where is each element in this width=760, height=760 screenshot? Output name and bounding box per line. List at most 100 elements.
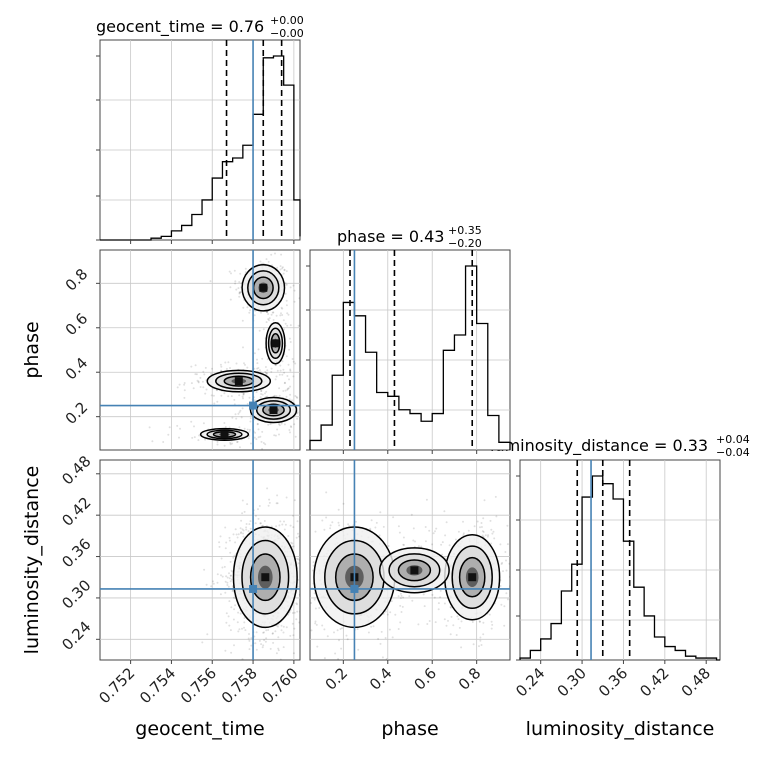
sample-point [253, 352, 256, 355]
sample-point [379, 511, 382, 514]
sample-point [399, 597, 402, 600]
sample-point [234, 413, 237, 416]
sample-point [272, 311, 275, 314]
sample-point [218, 541, 221, 544]
sample-point [246, 428, 249, 431]
sample-point [241, 407, 244, 410]
sample-point [312, 564, 315, 567]
sample-point [249, 420, 252, 423]
sample-point [162, 441, 165, 443]
sample-point [192, 387, 195, 390]
sample-point [500, 563, 503, 565]
sample-point [290, 541, 293, 544]
sample-point [224, 361, 227, 364]
sample-point [291, 545, 294, 548]
sample-point [224, 547, 227, 550]
sample-point [234, 282, 237, 285]
y-tick-label: 0.4 [62, 354, 92, 384]
sample-point [423, 605, 426, 608]
sample-point [254, 522, 257, 525]
sample-point [262, 442, 265, 444]
sample-point [476, 520, 479, 523]
sample-point [224, 526, 227, 529]
y-tick-label: 0.48 [58, 452, 94, 488]
sample-point [234, 604, 237, 607]
sample-point [202, 422, 205, 425]
sample-point [513, 585, 515, 587]
truth-marker [249, 584, 258, 593]
sample-point [273, 434, 276, 437]
density-peak [410, 566, 419, 575]
x-tick-label: 0.758 [218, 664, 261, 707]
sample-point [265, 321, 268, 324]
sample-point [275, 314, 278, 317]
title-geocent-time: geocent_time = 0.76 [96, 17, 264, 37]
sample-point [258, 329, 261, 332]
sample-point [243, 626, 245, 629]
sample-point [347, 523, 350, 526]
x-tick-label: 0.8 [455, 664, 485, 694]
sample-point [389, 611, 392, 614]
y-tick-label: 0.6 [62, 309, 92, 339]
sample-point [513, 560, 515, 562]
sample-point [190, 420, 193, 423]
sample-point [264, 392, 266, 395]
sample-point [321, 624, 324, 627]
sample-point [271, 632, 274, 635]
sample-point [247, 530, 250, 533]
sample-point [296, 396, 299, 399]
sample-point [229, 580, 232, 583]
sample-point [379, 642, 382, 645]
sample-point [487, 534, 490, 537]
sample-point [216, 573, 219, 576]
sample-point [284, 282, 287, 285]
sample-point [285, 395, 288, 398]
sample-point [292, 284, 295, 287]
sample-point [301, 418, 303, 420]
sample-point [270, 253, 273, 256]
sample-point [288, 378, 290, 381]
sample-point [297, 558, 300, 561]
sample-point [259, 522, 262, 525]
y-axis-label-phase: phase [21, 321, 43, 378]
sample-point [277, 649, 280, 652]
sample-point [248, 648, 251, 651]
sample-point [417, 545, 420, 548]
sample-point [302, 404, 304, 406]
sample-point [228, 270, 231, 273]
sample-point [225, 621, 228, 624]
sample-point [223, 565, 226, 568]
sample-point [454, 538, 457, 541]
sample-point [298, 559, 300, 562]
sample-point [325, 516, 328, 519]
sample-point [243, 617, 246, 619]
sample-point [239, 272, 242, 275]
sample-point [211, 367, 213, 370]
sample-point [203, 373, 206, 376]
sample-point [231, 590, 234, 593]
sample-point [212, 582, 215, 585]
sample-point [279, 520, 282, 523]
sample-point [500, 603, 503, 606]
sample-point [151, 440, 154, 443]
sample-point [242, 535, 245, 538]
sample-point [369, 527, 372, 530]
sample-point [229, 574, 232, 577]
sample-point [293, 289, 296, 292]
sample-point [299, 408, 300, 410]
sample-point [248, 633, 250, 635]
sample-point [315, 623, 318, 626]
sample-point [242, 397, 244, 400]
title-luminosity-distance-plus: +0.04 [716, 433, 750, 446]
sample-point [439, 589, 442, 592]
sample-point [268, 498, 271, 501]
sample-point [239, 291, 242, 293]
sample-point [195, 373, 198, 376]
sample-point [263, 639, 266, 642]
sample-point [512, 566, 514, 568]
sample-point [318, 607, 321, 609]
x-axis-label-phase: phase [381, 718, 438, 740]
sample-point [288, 398, 291, 401]
sample-point [202, 386, 205, 389]
sample-point [248, 430, 251, 433]
